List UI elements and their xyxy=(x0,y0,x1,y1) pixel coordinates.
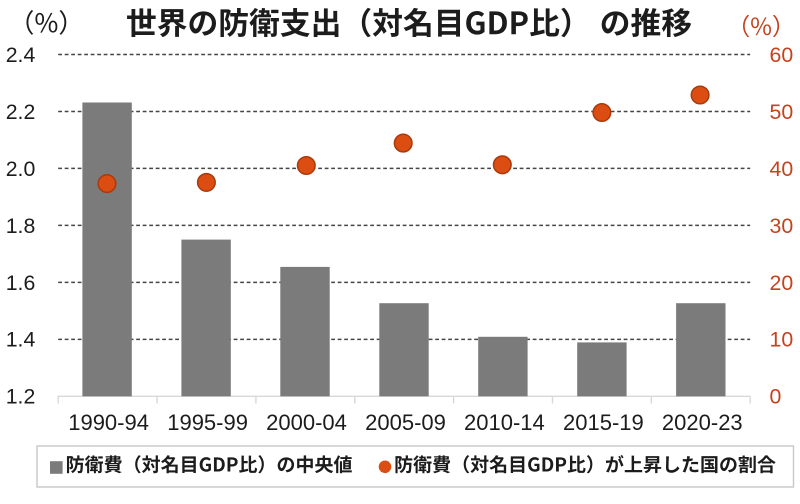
svg-text:1.8: 1.8 xyxy=(6,214,36,238)
svg-text:1.4: 1.4 xyxy=(6,328,36,352)
svg-text:40: 40 xyxy=(770,157,794,181)
svg-text:10: 10 xyxy=(770,328,794,352)
svg-text:1990-94: 1990-94 xyxy=(68,410,149,435)
svg-text:30: 30 xyxy=(770,214,794,238)
svg-text:1.2: 1.2 xyxy=(6,385,36,409)
svg-text:2.2: 2.2 xyxy=(6,100,36,124)
svg-text:20: 20 xyxy=(770,271,794,295)
svg-text:2000-04: 2000-04 xyxy=(266,410,347,435)
svg-text:50: 50 xyxy=(770,100,794,124)
svg-text:2015-19: 2015-19 xyxy=(563,410,644,435)
svg-text:1995-99: 1995-99 xyxy=(167,410,248,435)
svg-text:2020-23: 2020-23 xyxy=(662,410,743,435)
svg-text:2.0: 2.0 xyxy=(6,157,36,181)
svg-text:1.6: 1.6 xyxy=(6,271,36,295)
svg-text:2.4: 2.4 xyxy=(6,43,36,67)
svg-text:0: 0 xyxy=(770,385,782,409)
svg-text:2010-14: 2010-14 xyxy=(464,410,545,435)
svg-text:60: 60 xyxy=(770,43,794,67)
svg-text:2005-09: 2005-09 xyxy=(365,410,446,435)
